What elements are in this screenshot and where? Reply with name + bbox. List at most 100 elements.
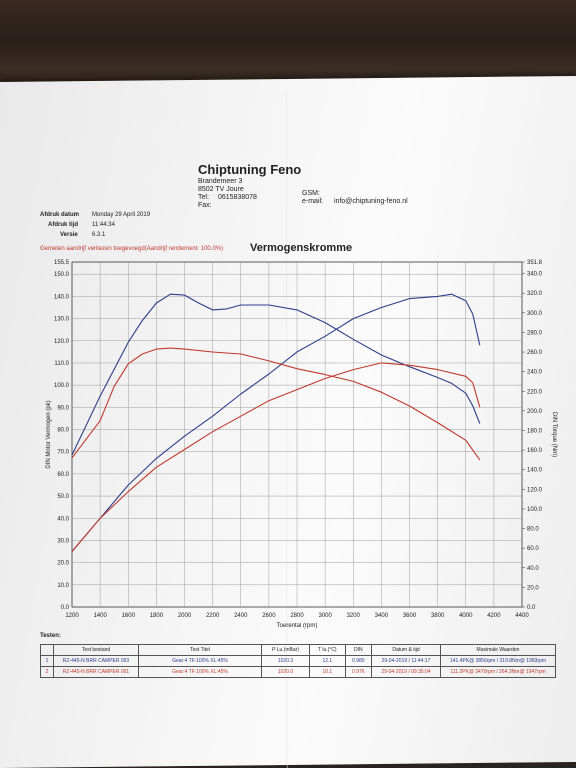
y-left-tick-label: 60.0 [57,472,69,478]
y-left-axis-title: DIN Motor Vermogen (pk) [46,400,52,468]
y-right-tick-label: 260.0 [527,350,543,356]
blue-torque-line [71,293,481,456]
tests-header-row: Test bestand Test Titel P Lu.(mBar) T lu… [40,644,556,656]
row-file: RZ-445-N BRR CAMPER 003 [53,655,139,667]
x-tick-label: 4400 [515,613,529,619]
x-tick-label: 3200 [347,613,361,619]
y-left-tick-label: 80.0 [57,428,69,434]
version-value: 6.3.1 [92,232,106,238]
x-tick-label: 3800 [431,613,445,619]
y-left-tick-label: 30.0 [57,538,69,544]
row-temp: 10.1 [309,666,346,678]
y-right-tick-label: 0.0 [527,605,536,611]
email-label: e-mail: [302,198,324,205]
x-tick-label: 4200 [487,613,501,619]
y-left-tick-label: 40.0 [57,516,69,522]
y-right-tick-label: 340.0 [527,272,543,278]
row-file: RZ-445-N BRR CAMPER 001 [53,666,139,678]
y-right-tick-label: 280.0 [527,330,543,336]
y-right-tick-label: 351.8 [527,260,543,266]
y-left-tick-label: 90.0 [57,405,69,411]
y-right-axis-title: DIN Torque (Nm) [551,412,557,457]
x-tick-label: 3000 [318,613,332,619]
x-tick-label: 2600 [262,613,276,619]
x-tick-label: 2200 [206,613,220,619]
x-tick-label: 3400 [375,613,389,619]
print-date-value: Monday 29 April 2019 [92,212,151,218]
row-datetime: 29-04-2019 / 11:44:17 [371,655,441,667]
row-pressure: 1020.3 [260,655,311,667]
drive-loss-warning: Gemeten aandrijf verliezen toegevoegd(Aa… [40,246,224,252]
y-right-tick-label: 80.0 [527,527,539,533]
y-right-tick-label: 140.0 [527,468,543,474]
x-tick-label: 2800 [290,613,304,619]
address-line-1: Brandemeer 3 [198,178,243,185]
y-right-tick-label: 220.0 [527,389,543,395]
col-max-header: Maximale Waarden [440,644,556,656]
tel-label: Tel: [198,194,209,201]
y-left-tick-label: 20.0 [57,561,69,567]
blue-power-line [71,293,481,552]
row-index: 1 [40,655,54,667]
y-right-tick-label: 100.0 [527,507,543,513]
col-datetime-header: Datum & tijd [371,644,441,656]
row-max: 111.2PK@ 3470rpm / 264.3Nm@ 1947rpm [440,666,556,678]
y-right-tick-label: 180.0 [527,428,543,434]
row-index: 2 [40,666,54,678]
y-left-tick-label: 0.0 [61,605,70,611]
email-value: info@chiptuning-feno.nl [334,198,408,205]
row-title: Gear:4 TF:100% XL:45% [138,666,262,678]
red-power-line [71,362,481,552]
col-index-header [40,644,54,656]
row-title: Gear:4 TF:100% XL:45% [138,655,262,667]
row-pressure: 1020.0 [260,666,311,678]
col-temp-header: T lu.(°C) [309,644,346,656]
y-right-tick-label: 240.0 [527,370,543,376]
y-right-tick-label: 120.0 [527,487,543,493]
y-left-tick-label: 100.0 [54,383,70,389]
y-right-tick-label: 200.0 [527,409,543,415]
print-time-label: Afdruk tijd [48,222,78,228]
y-right-tick-label: 60.0 [527,546,539,552]
tel-value: 0615838078 [218,194,257,201]
y-right-tick-label: 300.0 [527,311,543,317]
row-max: 141.4PK@ 3856rpm / 319.8Nm@ 1983rpm [440,655,556,667]
row-datetime: 29-04-2019 / 09:35:04 [371,666,441,678]
y-left-tick-label: 10.0 [57,583,69,589]
x-tick-label: 1800 [150,613,164,619]
row-din: 0.976 [344,666,373,678]
x-tick-label: 2400 [234,613,248,619]
y-left-tick-label: 140.0 [54,294,70,300]
x-axis-title: Toerental (rpm) [277,623,318,629]
col-pressure-header: P Lu.(mBar) [260,644,311,656]
y-right-tick-label: 320.0 [527,291,543,297]
y-right-tick-label: 20.0 [527,585,539,591]
x-tick-label: 2000 [178,613,192,619]
y-right-tick-label: 160.0 [527,448,543,454]
tests-table: Test bestand Test Titel P Lu.(mBar) T lu… [40,644,556,678]
print-date-label: Afdruk datum [40,212,79,218]
y-left-tick-label: 150.0 [54,272,70,278]
x-tick-label: 1400 [93,613,107,619]
x-tick-label: 1600 [122,613,136,619]
chart-title: Vermogenskromme [250,242,353,254]
y-left-tick-label: 110.0 [54,361,69,367]
table-row: 2 RZ-445-N BRR CAMPER 001 Gear:4 TF:100%… [40,666,556,678]
y-left-tick-label: 130.0 [54,317,70,323]
x-tick-label: 4000 [459,613,473,619]
col-file-header: Test bestand [53,644,139,656]
y-left-tick-label: 70.0 [57,450,69,456]
fax-label: Fax: [198,202,212,209]
y-left-tick-label: 50.0 [57,494,69,500]
address-line-2: 8502 TV Joure [198,186,244,193]
table-row: 1 RZ-445-N BRR CAMPER 003 Gear:4 TF:100%… [40,655,556,667]
x-tick-label: 1200 [65,613,79,619]
tests-label: Testen: [40,633,61,639]
x-tick-label: 3600 [403,613,417,619]
print-time-value: 11:44:34 [92,222,115,228]
row-temp: 12.1 [309,655,346,667]
row-din: 0.980 [344,655,373,667]
col-din-header: DIN [344,644,373,656]
company-name: Chiptuning Feno [198,162,302,177]
